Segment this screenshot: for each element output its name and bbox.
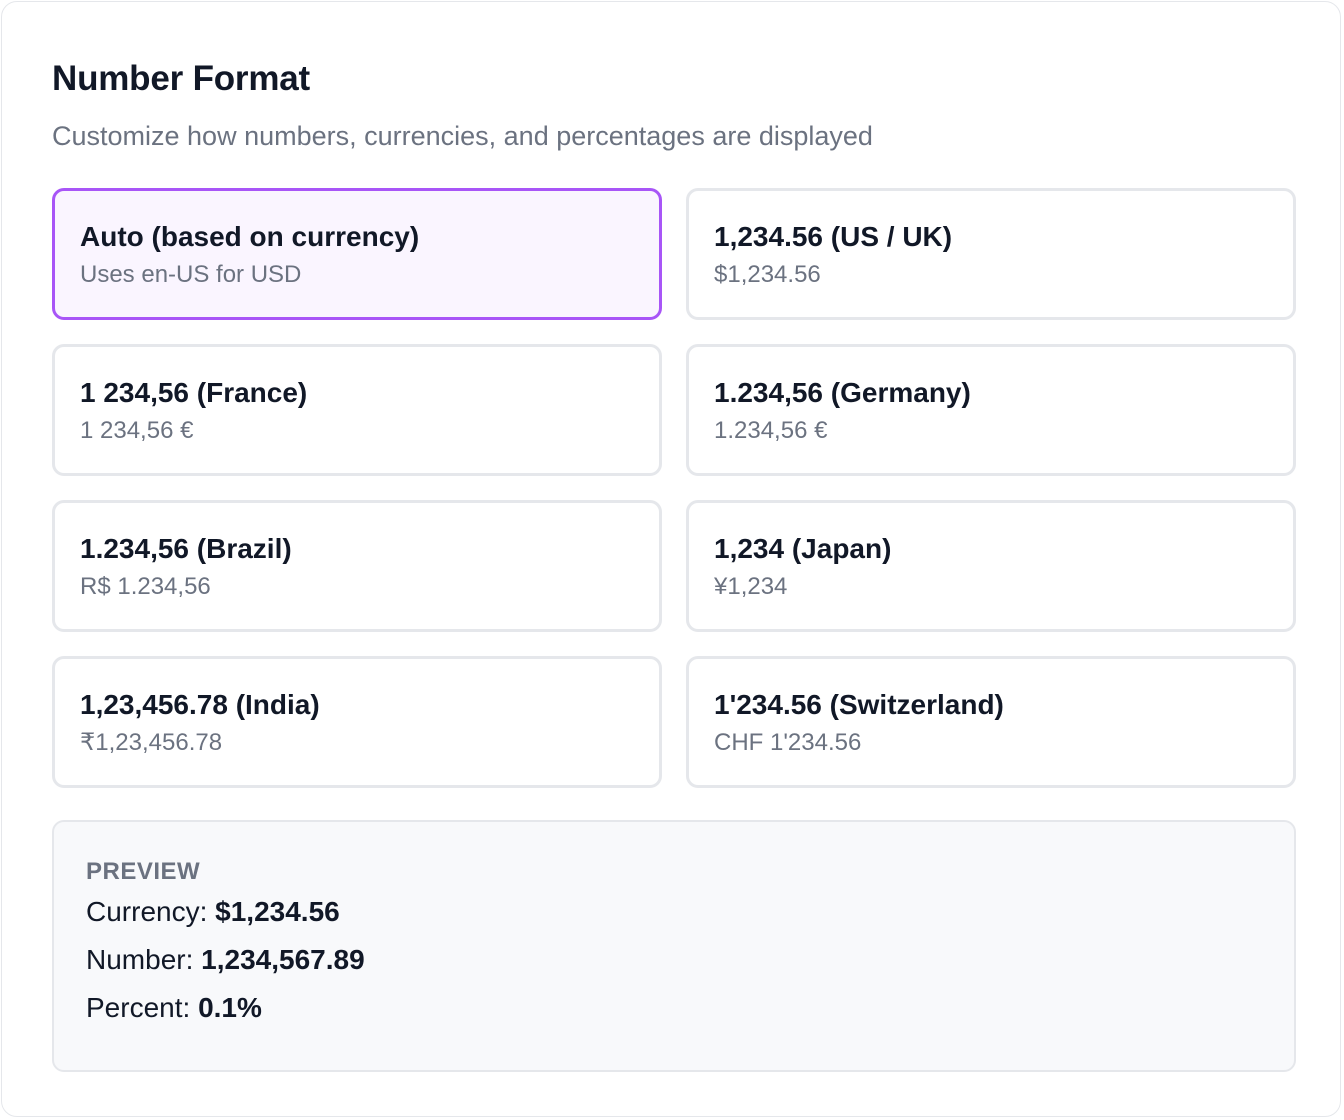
format-option-france[interactable]: 1 234,56 (France) 1 234,56 € xyxy=(52,344,662,476)
option-example: R$ 1.234,56 xyxy=(80,573,211,600)
option-label: 1.234,56 (Germany) xyxy=(714,377,971,408)
option-example: ₹1,23,456.78 xyxy=(80,729,223,756)
preview-percent-value: 0.1% xyxy=(198,992,262,1023)
format-options-grid: Auto (based on currency) Uses en-US for … xyxy=(52,188,1296,788)
page-title: Number Format xyxy=(52,59,310,98)
option-label: 1'234.56 (Switzerland) xyxy=(714,689,1004,720)
option-label: Auto (based on currency) xyxy=(80,221,420,252)
option-label: 1,23,456.78 (India) xyxy=(80,689,320,720)
format-option-japan[interactable]: 1,234 (Japan) ¥1,234 xyxy=(686,500,1296,632)
preview-percent-label: Percent: xyxy=(86,992,191,1023)
option-label: 1,234 (Japan) xyxy=(714,533,892,564)
preview-currency-label: Currency: xyxy=(86,896,208,927)
preview-number-label: Number: xyxy=(86,944,194,975)
option-example: CHF 1'234.56 xyxy=(714,729,862,756)
preview-number-value: 1,234,567.89 xyxy=(201,944,365,975)
option-example: ¥1,234 xyxy=(714,573,788,600)
option-label: 1,234.56 (US / UK) xyxy=(714,221,953,252)
format-option-switzerland[interactable]: 1'234.56 (Switzerland) CHF 1'234.56 xyxy=(686,656,1296,788)
preview-box: PREVIEW Currency: $1,234.56 Number: 1,23… xyxy=(52,820,1296,1072)
option-example: 1.234,56 € xyxy=(714,417,828,444)
format-option-brazil[interactable]: 1.234,56 (Brazil) R$ 1.234,56 xyxy=(52,500,662,632)
option-example: $1,234.56 xyxy=(714,261,821,288)
format-option-us-uk[interactable]: 1,234.56 (US / UK) $1,234.56 xyxy=(686,188,1296,320)
option-label: 1 234,56 (France) xyxy=(80,377,308,408)
format-option-germany[interactable]: 1.234,56 (Germany) 1.234,56 € xyxy=(686,344,1296,476)
option-label: 1.234,56 (Brazil) xyxy=(80,533,292,564)
page-subtitle: Customize how numbers, currencies, and p… xyxy=(52,121,873,151)
option-example: 1 234,56 € xyxy=(80,417,194,444)
preview-percent: Percent: 0.1% xyxy=(86,984,1262,1032)
format-option-auto[interactable]: Auto (based on currency) Uses en-US for … xyxy=(52,188,662,320)
preview-heading: PREVIEW xyxy=(86,858,201,885)
preview-number: Number: 1,234,567.89 xyxy=(86,936,1262,984)
preview-currency-value: $1,234.56 xyxy=(215,896,340,927)
format-option-india[interactable]: 1,23,456.78 (India) ₹1,23,456.78 xyxy=(52,656,662,788)
preview-currency: Currency: $1,234.56 xyxy=(86,888,1262,936)
option-example: Uses en-US for USD xyxy=(80,261,302,288)
